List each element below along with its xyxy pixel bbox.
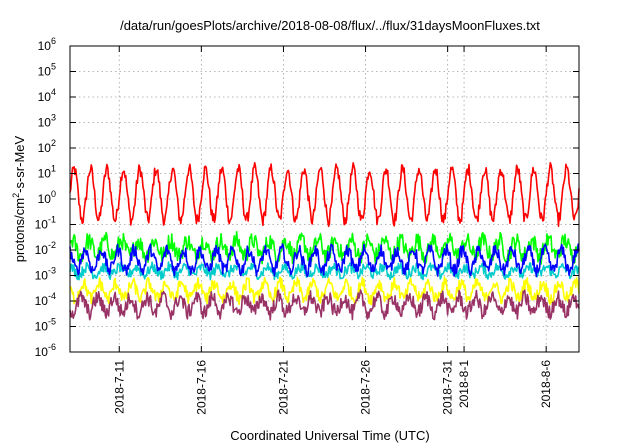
y-tick-label: 10-3 — [35, 266, 56, 283]
y-tick-label: 103 — [38, 113, 56, 130]
x-tick-label: 2018-7-21 — [276, 360, 290, 415]
y-tick-label: 10-5 — [35, 317, 56, 334]
y-tick-label: 101 — [38, 164, 56, 181]
x-tick-label: 2018-8-6 — [539, 360, 553, 408]
y-tick-label: 102 — [38, 138, 56, 155]
series-line-0 — [69, 162, 580, 228]
x-axis-label: Coordinated Universal Time (UTC) — [230, 428, 429, 443]
y-tick-label: 10-2 — [35, 240, 56, 257]
x-tick-label: 2018-8-1 — [457, 360, 471, 408]
x-tick-label: 2018-7-16 — [194, 360, 208, 415]
y-axis: 10-6 10-5 10-4 10-3 10-2 10-1 100 101 102 103 104 1… — [35, 36, 579, 359]
y-tick-label: 100 — [38, 189, 56, 206]
x-axis: 2018-7-11 2018-7-16 2018-7-21 2018-7-26 2018… — [112, 46, 553, 415]
y-tick-label: 10-1 — [35, 215, 56, 232]
y-tick-label: 10-4 — [35, 291, 56, 308]
series-line-2 — [69, 261, 580, 281]
y-tick-label: 106 — [38, 36, 56, 53]
x-tick-label: 2018-7-11 — [112, 360, 126, 414]
y-tick-label: 105 — [38, 62, 56, 79]
x-tick-label: 2018-7-26 — [359, 360, 373, 415]
chart-title: /data/run/goesPlots/archive/2018-08-08/f… — [120, 18, 540, 33]
series-line-3 — [69, 243, 580, 278]
series-lines — [69, 162, 580, 321]
y-axis-label-sup: 2 — [11, 193, 21, 198]
y-axis-label-base: protons/cm — [12, 198, 27, 262]
series-line-5 — [69, 289, 580, 321]
y-axis-label: protons/cm2-s-sr-MeV — [11, 135, 27, 262]
y-axis-label-rest: -s-sr-MeV — [12, 135, 27, 192]
x-tick-label: 2018-7-31 — [441, 360, 455, 415]
y-tick-label: 10-6 — [35, 342, 56, 359]
y-tick-label: 104 — [38, 87, 56, 104]
